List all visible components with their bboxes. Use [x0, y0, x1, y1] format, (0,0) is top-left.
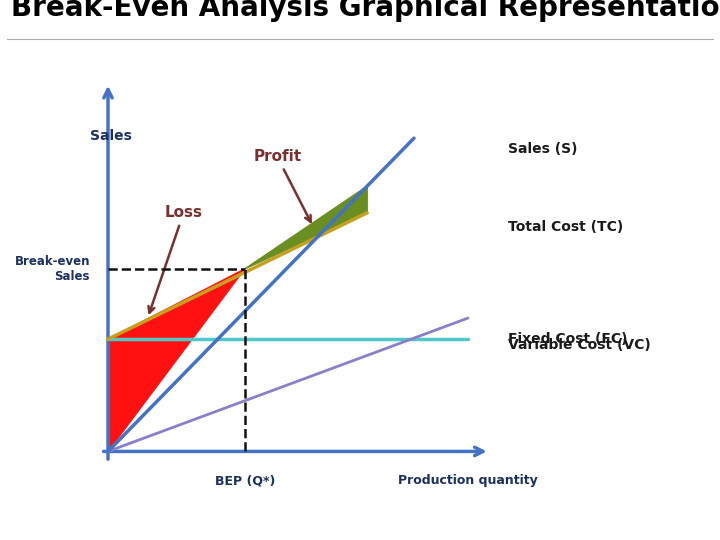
Text: Sales (S): Sales (S): [508, 142, 578, 156]
Text: Production quantity: Production quantity: [398, 474, 538, 487]
Text: Loss: Loss: [148, 205, 202, 313]
Text: Unit-2 Theory of Production and Cost: Unit-2 Theory of Production and Cost: [22, 516, 228, 525]
Text: BEP (Q*): BEP (Q*): [215, 474, 275, 487]
Text: Sales: Sales: [90, 129, 132, 143]
Text: Fixed Cost (FC): Fixed Cost (FC): [508, 332, 628, 346]
Polygon shape: [108, 269, 245, 451]
Text: Darshan Institute of Engineering & Technology: Darshan Institute of Engineering & Techn…: [194, 516, 454, 525]
Text: Profit: Profit: [253, 149, 310, 222]
Text: Break-Even Analysis Graphical Representation: Break-Even Analysis Graphical Representa…: [11, 0, 720, 22]
Polygon shape: [245, 186, 367, 269]
Text: Variable Cost (VC): Variable Cost (VC): [508, 338, 651, 352]
Text: 48: 48: [681, 514, 698, 527]
Text: Break-even
Sales: Break-even Sales: [14, 255, 90, 283]
Text: Total Cost (TC): Total Cost (TC): [508, 220, 624, 234]
